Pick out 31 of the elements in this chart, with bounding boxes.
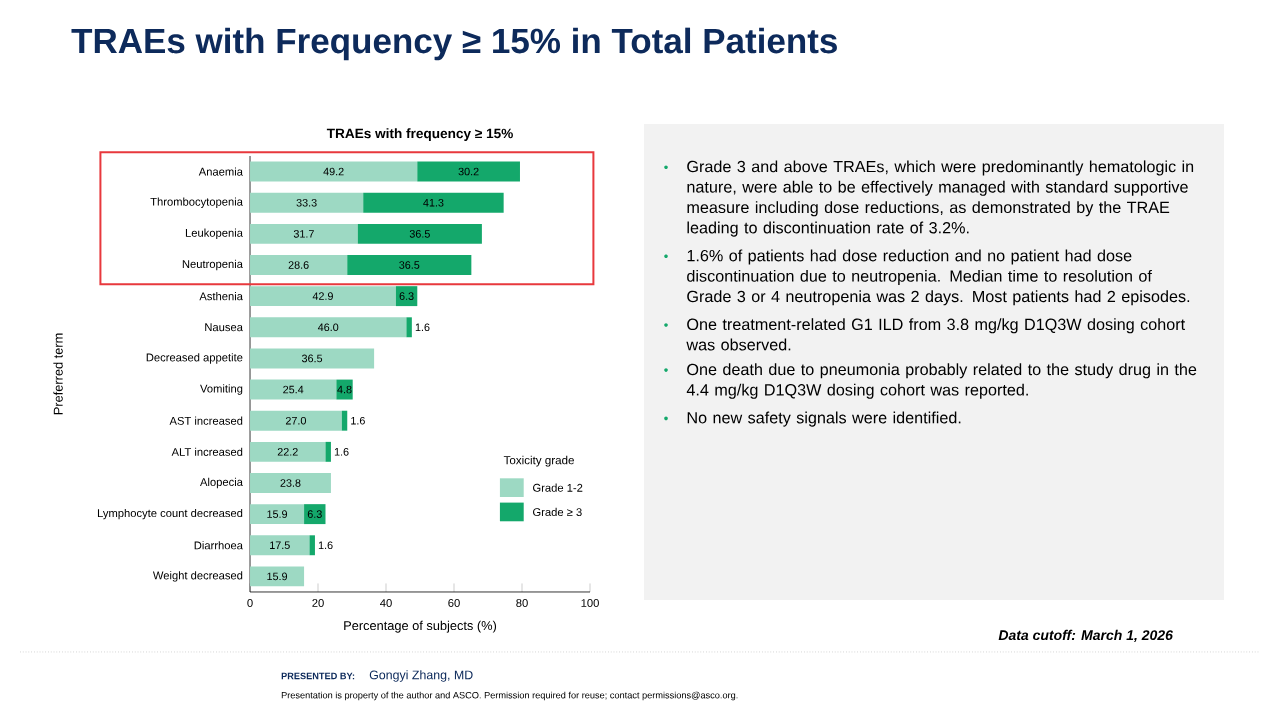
text: One death due to pneumonia probably related to the study drug in the 4.4 mg/kg D1Q3W dosing cohort was reported. bbox=[686, 363, 1197, 399]
bar bbox=[406, 317, 412, 338]
bar bbox=[250, 255, 348, 275]
bar bbox=[250, 379, 337, 400]
text: 1.6% of patients had dose reduction and no patient had dose discontinuation due to neutropenia. Median time to resolution of Grade 3 or 4 neutropenia was 2 days. Most patients had 2 episodes. bbox=[687, 249, 1190, 306]
bar bbox=[250, 317, 407, 338]
bar bbox=[250, 161, 418, 182]
bar bbox=[250, 286, 396, 307]
bar bbox=[250, 410, 342, 431]
text: No new safety signals were identified. bbox=[687, 411, 961, 427]
text: One treatment-related G1 ILD from 3.8 mg/kg D1Q3W dosing cohort was observed. bbox=[686, 318, 1186, 351]
bar bbox=[363, 192, 504, 213]
bar bbox=[325, 441, 331, 462]
bar bbox=[250, 535, 310, 556]
bar bbox=[341, 410, 348, 431]
bar bbox=[250, 192, 364, 213]
bar bbox=[309, 535, 315, 556]
bar bbox=[357, 223, 482, 244]
bar bbox=[347, 255, 472, 275]
bar bbox=[395, 286, 418, 307]
bar bbox=[250, 348, 375, 369]
bar bbox=[250, 441, 326, 462]
bar bbox=[250, 473, 331, 493]
bar bbox=[336, 379, 353, 400]
bar bbox=[250, 566, 305, 587]
bar bbox=[417, 161, 520, 182]
bar bbox=[250, 223, 358, 244]
text: Grade 3 and above TRAEs, which were predominantly hematologic in nature, were able to be effectively managed with standard supportive measure including dose reductions, as demonstrated by the TRAE leading to discontinuation rate of 3.2%. bbox=[687, 160, 1194, 237]
bar bbox=[250, 504, 305, 525]
bar bbox=[304, 504, 326, 525]
text: TRAEs with Frequency ≥ 15% in Total Patients bbox=[71, 27, 837, 61]
